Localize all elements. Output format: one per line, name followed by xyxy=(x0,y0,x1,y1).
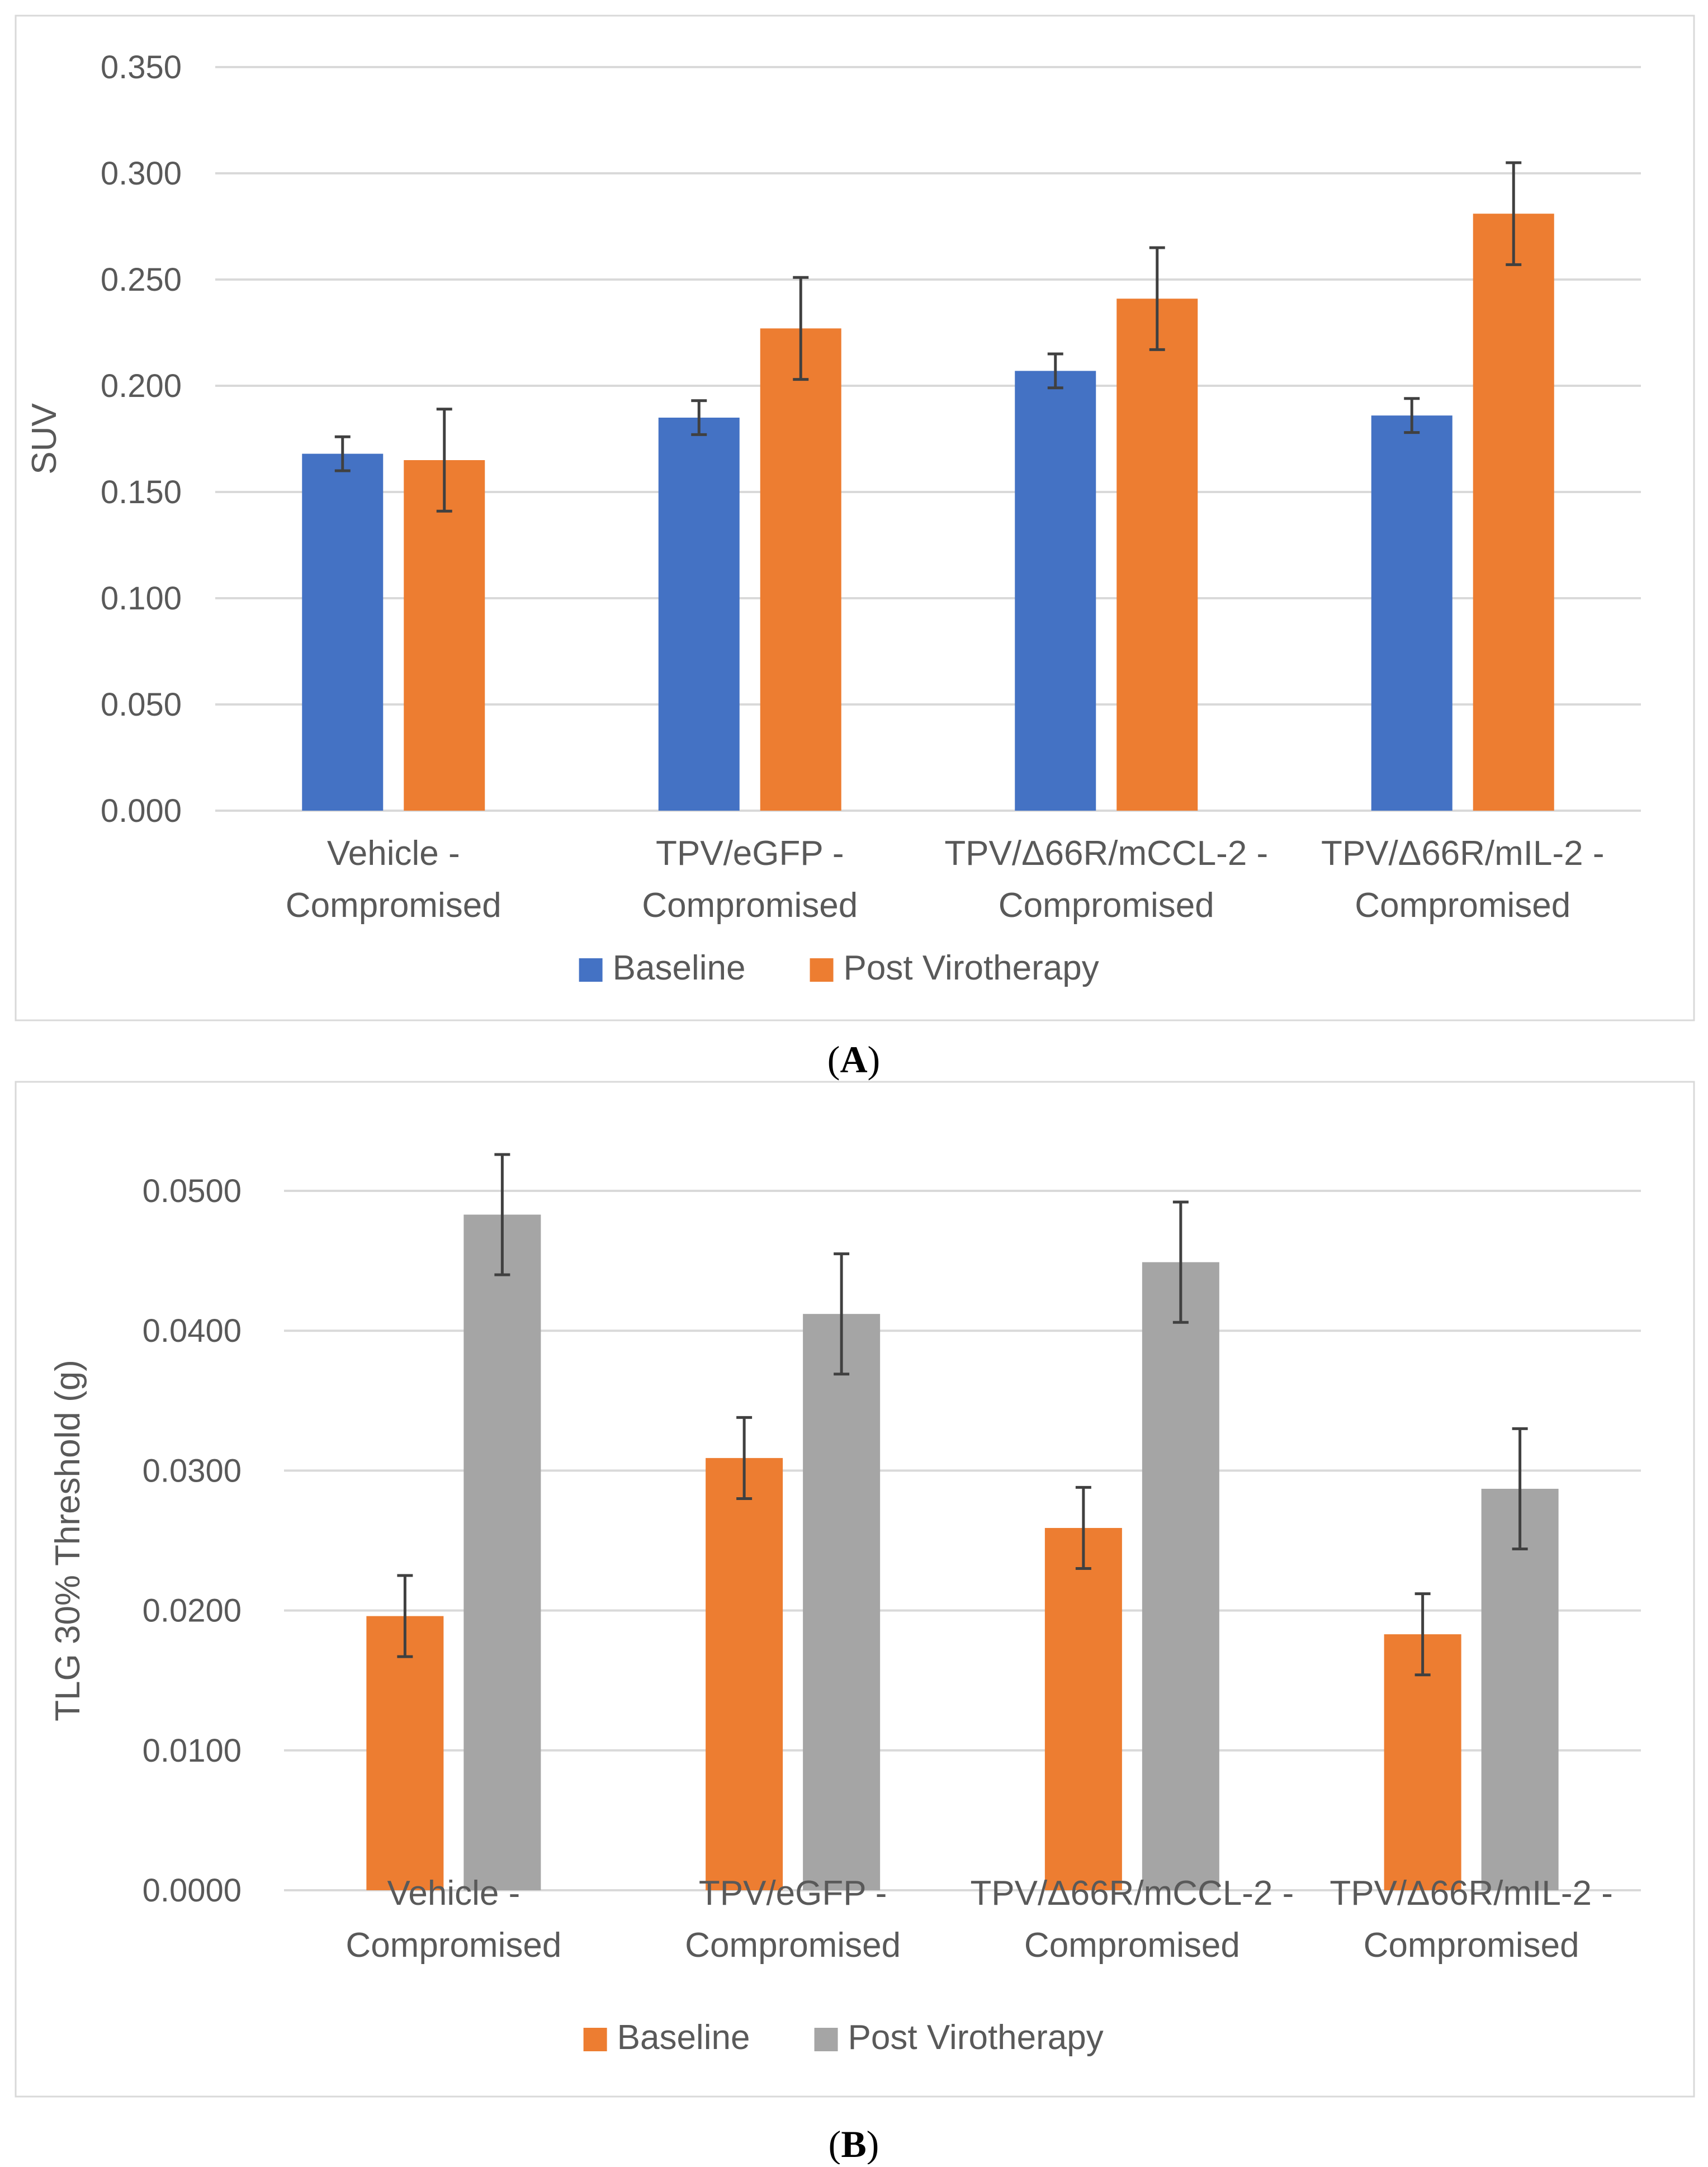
legend-label: Post Virotherapy xyxy=(844,949,1099,987)
bar-post-virotherapy xyxy=(803,1314,881,1890)
bar-post-virotherapy xyxy=(1473,214,1554,811)
x-category-label-line: Compromised xyxy=(642,886,858,925)
x-category-label-line: Compromised xyxy=(346,1926,561,1965)
y-tick-label: 0.0300 xyxy=(143,1452,242,1489)
x-category-label-line: TPV/eGFP - xyxy=(656,834,844,873)
chart-a: 0.000 0.050 0.100 0.150 0.200 0.250 0.300 0.350… xyxy=(15,15,1695,1081)
bar-baseline xyxy=(1015,371,1096,811)
y-tick-label: 0.0400 xyxy=(143,1313,242,1349)
x-category-label: Vehicle - Compromised xyxy=(346,1874,561,1965)
x-category-label-line: Vehicle - xyxy=(387,1874,520,1913)
x-category-label-line: TPV/Δ66R/mIL-2 - xyxy=(1330,1874,1613,1913)
legend-swatch xyxy=(579,958,603,982)
bar-baseline xyxy=(302,453,384,811)
x-category-label: Vehicle - Compromised xyxy=(286,834,501,925)
caption-paren: ( xyxy=(827,1038,840,1081)
x-category-label: TPV/Δ66R/mCCL-2 - Compromised xyxy=(970,1874,1294,1965)
x-category-label-line: Compromised xyxy=(1364,1926,1579,1965)
y-tick-label: 0.200 xyxy=(101,368,182,404)
y-tick-label: 0.150 xyxy=(101,474,182,510)
y-tick-label: 0.0000 xyxy=(143,1872,242,1909)
bar-baseline xyxy=(366,1616,444,1890)
y-tick-label: 0.100 xyxy=(101,580,182,617)
x-category-label-line: Compromised xyxy=(999,886,1214,925)
y-axis-label: SUV xyxy=(25,403,64,475)
bar-post-virotherapy xyxy=(1116,299,1198,811)
caption-paren: ( xyxy=(829,2123,841,2164)
x-category-label: TPV/eGFP - Compromised xyxy=(685,1874,901,1965)
bar-post-virotherapy xyxy=(404,460,485,811)
x-category-label: TPV/eGFP - Compromised xyxy=(642,834,858,925)
legend-swatch xyxy=(583,2028,607,2051)
x-category-label: TPV/Δ66R/mCCL-2 - Compromised xyxy=(944,834,1268,925)
bar-post-virotherapy xyxy=(760,328,841,811)
x-category-label: TPV/Δ66R/mIL-2 - Compromised xyxy=(1330,1874,1613,1965)
caption-paren: ) xyxy=(868,1038,881,1081)
y-tick-label: 0.0200 xyxy=(143,1593,242,1629)
x-category-label-line: TPV/eGFP - xyxy=(699,1874,887,1913)
y-tick-label: 0.0100 xyxy=(143,1733,242,1769)
y-tick-label: 0.050 xyxy=(101,687,182,723)
legend-swatch xyxy=(810,958,834,982)
legend-label: Post Virotherapy xyxy=(848,2018,1104,2057)
bar-baseline xyxy=(658,418,740,811)
bar-baseline xyxy=(1371,415,1452,811)
y-tick-label: 0.0500 xyxy=(143,1173,242,1209)
panel-caption: (A) xyxy=(827,1038,880,1081)
bar-baseline xyxy=(706,1458,783,1890)
y-tick-label: 0.300 xyxy=(101,155,182,192)
bar-baseline xyxy=(1384,1634,1461,1890)
bar-post-virotherapy xyxy=(1481,1488,1559,1890)
bar-post-virotherapy xyxy=(463,1214,541,1890)
x-category-label-line: TPV/Δ66R/mCCL-2 - xyxy=(970,1874,1294,1913)
legend-label: Baseline xyxy=(613,949,746,987)
x-category-label-line: Vehicle - xyxy=(327,834,460,873)
caption-letter: A xyxy=(840,1038,867,1081)
x-category-label-line: TPV/Δ66R/mCCL-2 - xyxy=(944,834,1268,873)
y-axis-label: TLG 30% Threshold (g) xyxy=(49,1360,87,1721)
chart-b: 0.0000 0.0100 0.0200 0.0300 0.0400 0.0500 TLG … xyxy=(15,1081,1695,2165)
y-tick-label: 0.350 xyxy=(101,49,182,86)
bar-post-virotherapy xyxy=(1142,1262,1219,1890)
x-category-label-line: Compromised xyxy=(1355,886,1570,925)
x-category-label-line: Compromised xyxy=(286,886,501,925)
legend-label: Baseline xyxy=(617,2018,750,2057)
caption-letter: B xyxy=(841,2123,866,2164)
panel-caption: (B) xyxy=(829,2123,879,2164)
y-tick-label: 0.250 xyxy=(101,262,182,298)
x-category-label-line: Compromised xyxy=(685,1926,901,1965)
bar-baseline xyxy=(1044,1527,1122,1890)
x-category-label: TPV/Δ66R/mIL-2 - Compromised xyxy=(1321,834,1605,925)
x-category-label-line: TPV/Δ66R/mIL-2 - xyxy=(1321,834,1605,873)
x-category-label-line: Compromised xyxy=(1024,1926,1240,1965)
legend-swatch xyxy=(814,2028,838,2051)
caption-paren: ) xyxy=(867,2123,879,2164)
y-tick-label: 0.000 xyxy=(101,793,182,829)
